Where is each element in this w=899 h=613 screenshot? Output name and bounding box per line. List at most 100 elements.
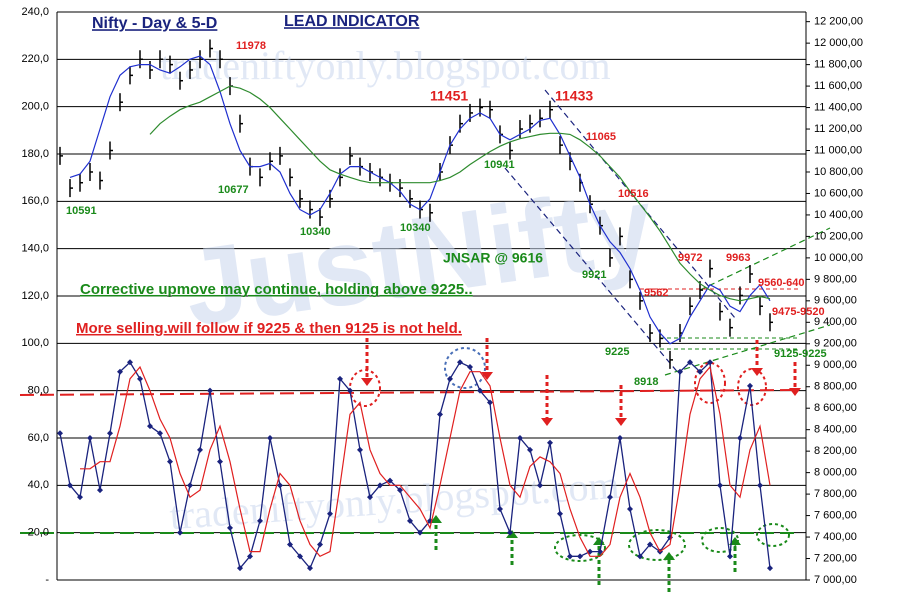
oscillator-point (607, 494, 613, 501)
chart-subtitle: LEAD INDICATOR (284, 13, 420, 30)
oscillator-point (677, 368, 683, 375)
y-tick-label: 180,0 (21, 148, 49, 160)
y-tick-label: 20,0 (28, 527, 49, 539)
arrow-head (430, 515, 442, 523)
y-tick-label: 240,0 (21, 6, 49, 18)
annotation: 9921 (582, 269, 606, 281)
oscillator-point (187, 482, 193, 489)
oscillator-point (447, 375, 453, 382)
oscillator-point (417, 529, 423, 536)
y2-tick-label: 7 200,00 (814, 552, 857, 564)
oscillator-point (637, 553, 643, 560)
annotation: 9475-9520 (772, 306, 825, 318)
y2-tick-label: 9 200,00 (814, 338, 857, 350)
oscillator-point (307, 565, 313, 572)
y2-tick-label: 10 600,00 (814, 187, 863, 199)
y-tick-label: 160,0 (21, 195, 49, 207)
oscillator-point (507, 529, 513, 536)
y2-tick-label: 10 400,00 (814, 209, 863, 221)
series-line (149, 85, 771, 302)
annotations: 10591 10677 10340 10340 10941 9921 9225 … (66, 159, 827, 388)
y-tick-label: 100,0 (21, 337, 49, 349)
oscillator-point (387, 477, 393, 484)
annotations: 11978 11451 11433 11065 10516 9972 9963 … (236, 40, 825, 318)
y2-tick-label: 11 800,00 (814, 59, 862, 71)
oscillator-point (197, 446, 203, 453)
annotation: JNSAR @ 9616 (443, 250, 543, 266)
annotation: 10340 (300, 226, 331, 238)
annotation: More selling.will follow if 9225 & then … (76, 320, 462, 337)
oscillator-point (77, 494, 83, 501)
trend-line (699, 227, 831, 291)
annotation: 10941 (484, 159, 515, 171)
oscillator-point (617, 435, 623, 441)
oscillator-point (157, 430, 163, 437)
chart-title: Nifty - Day & 5-D (92, 15, 217, 32)
y2-tick-label: 10 800,00 (814, 166, 863, 178)
oscillator-point (267, 435, 273, 441)
oscillator-point (757, 482, 763, 489)
oscillator-point (437, 411, 443, 418)
y-tick-label: 220,0 (21, 53, 49, 65)
oscillator-point (377, 482, 383, 489)
trend-line (504, 167, 681, 376)
y2-tick-label: 8 400,00 (814, 424, 857, 436)
oscillator-point (127, 359, 133, 366)
oscillator-point (257, 517, 263, 524)
y2-tick-label: 11 600,00 (814, 80, 862, 92)
arrow-head (481, 372, 493, 380)
annotation: 11433 (555, 88, 593, 104)
y2-tick-label: 10 200,00 (814, 230, 863, 242)
arrow-head (751, 368, 763, 376)
oscillator-point (627, 506, 633, 512)
y-tick-label: 120,0 (21, 290, 49, 302)
oscillator-point (357, 446, 363, 453)
annotation: 9562 (644, 287, 668, 299)
arrow-head (541, 418, 553, 426)
y2-tick-label: 9 800,00 (814, 273, 857, 285)
support-line (19, 389, 801, 396)
oscillator-point (97, 487, 103, 494)
oscillator-point (247, 553, 253, 560)
annotation: 11451 (430, 88, 468, 104)
y2-tick-label: 12 000,00 (814, 37, 863, 49)
oscillator-point (317, 541, 323, 548)
oscillator-point (337, 375, 343, 382)
oscillator-point (477, 387, 483, 394)
y-tick-label: 80,0 (28, 385, 49, 397)
circle (349, 369, 381, 407)
oscillator-point (567, 553, 573, 560)
annotation: 11065 (586, 131, 616, 143)
oscillator-point (137, 375, 143, 382)
oscillator-point (457, 359, 463, 366)
oscillator-point (147, 423, 153, 430)
oscillator-point (367, 494, 373, 501)
y-tick-label: 60,0 (28, 432, 49, 444)
oscillator-point (767, 565, 773, 572)
annotation: 9963 (726, 252, 750, 264)
watermark: tradeniftyonly.blogspot.com (160, 43, 611, 88)
y-tick-label: 40,0 (28, 479, 49, 491)
oscillator-point (57, 430, 63, 437)
annotation: 9225 (605, 346, 629, 358)
circle (444, 347, 486, 389)
series-line (80, 365, 771, 558)
annotation: 9972 (678, 252, 702, 264)
plot (57, 39, 773, 572)
circle (756, 523, 790, 547)
y-tick-label: 140,0 (21, 243, 49, 255)
oscillator-point (737, 435, 743, 441)
highlights (349, 347, 790, 562)
y2-tick-label: 9 600,00 (814, 295, 857, 307)
oscillator-point (207, 387, 213, 394)
arrows (365, 338, 797, 592)
oscillator-point (707, 359, 713, 366)
oscillator-point (237, 565, 243, 572)
oscillator-point (467, 364, 473, 370)
annotation: 8918 (634, 376, 658, 388)
oscillator-point (497, 506, 503, 512)
trend-line (664, 324, 831, 376)
circle (694, 362, 726, 404)
y2-tick-label: 7 000,00 (814, 574, 857, 586)
y2-tick-label: 8 200,00 (814, 445, 857, 457)
